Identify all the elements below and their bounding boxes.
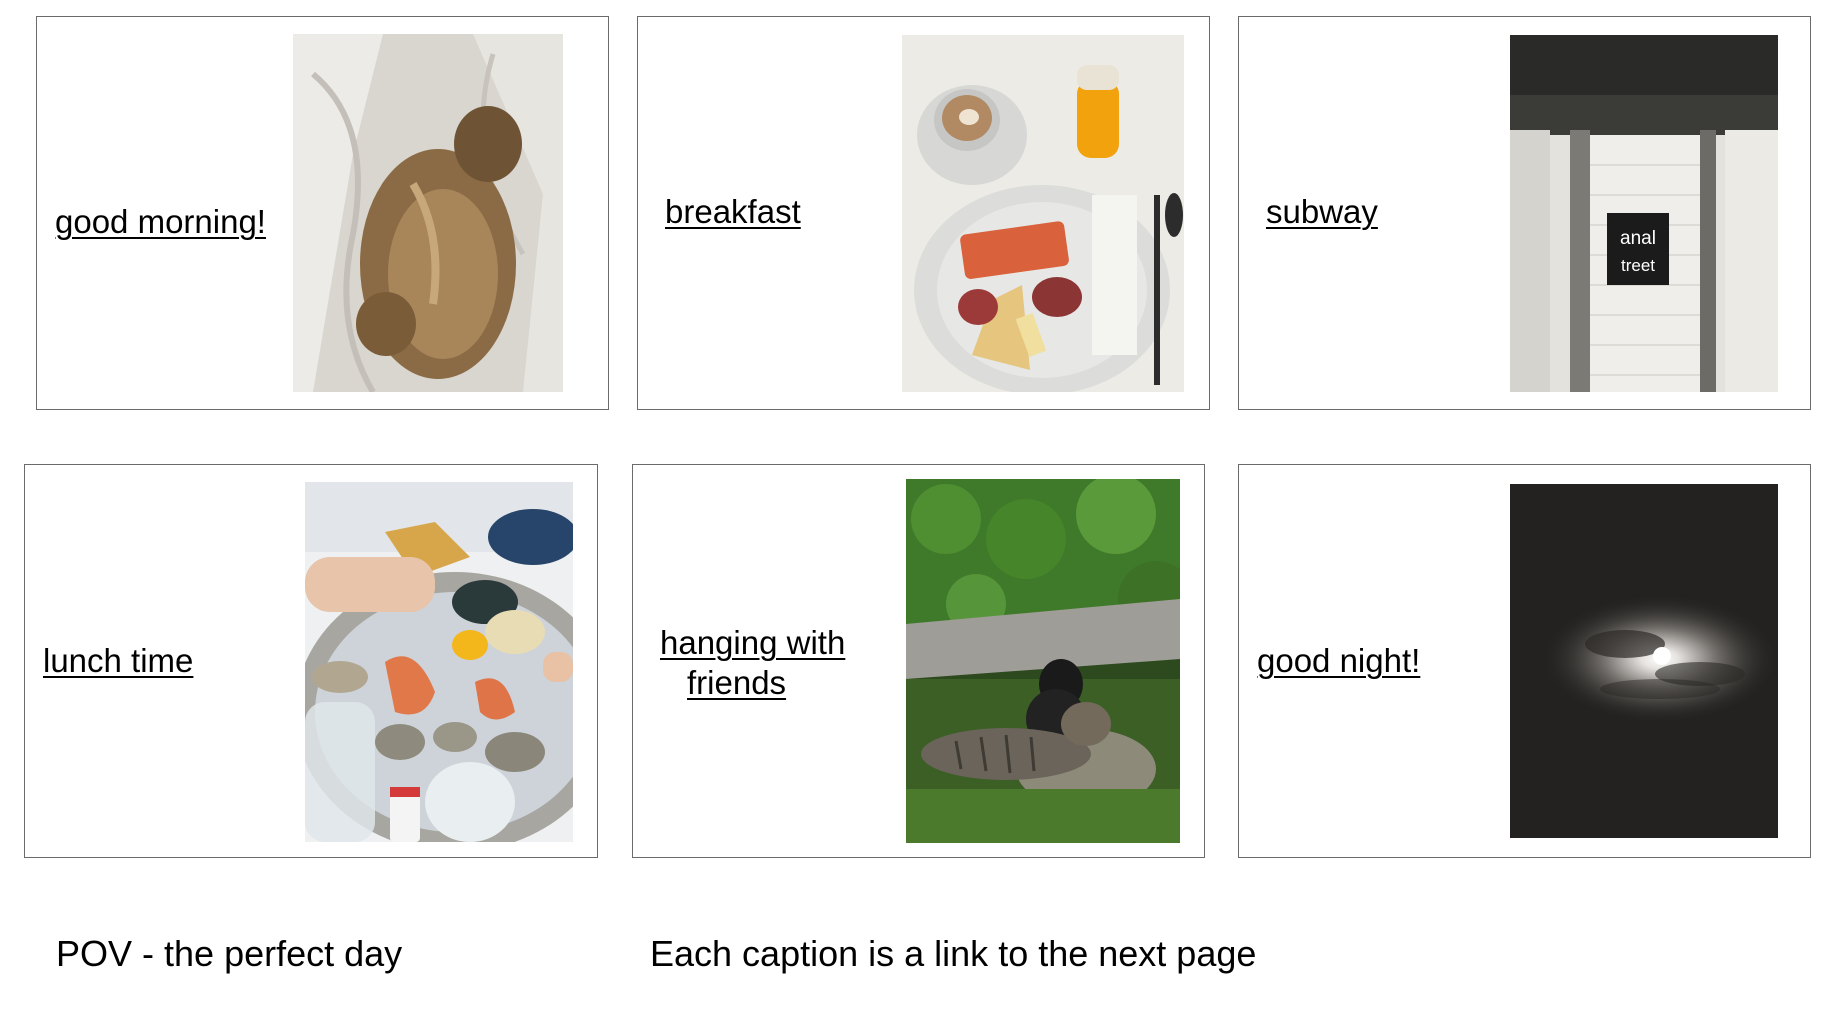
caption-link-hanging-with-friends[interactable]: hanging with friends — [660, 623, 845, 703]
page-title: POV - the perfect day — [56, 933, 403, 974]
subway-station-photo: anal treet — [1510, 35, 1778, 392]
card-good-night: good night! — [1238, 464, 1811, 858]
caption-line-2: friends — [687, 664, 787, 701]
caption-link-breakfast[interactable]: breakfast — [665, 193, 801, 230]
sign-text-line2: treet — [1621, 256, 1655, 275]
card-breakfast: breakfast — [637, 16, 1210, 410]
sleeping-dog-photo — [293, 34, 563, 392]
caption-link-lunch-time[interactable]: lunch time — [43, 642, 194, 679]
caption-link-good-morning[interactable]: good morning! — [55, 203, 266, 240]
card-lunch-time: lunch time — [24, 464, 598, 858]
caption-line-1: hanging with — [660, 624, 846, 661]
seafood-lunch-photo — [305, 482, 573, 842]
card-subway: subway anal treet — [1238, 16, 1811, 410]
sign-text-line1: anal — [1620, 228, 1656, 249]
card-hanging-with-friends: hanging with friends — [632, 464, 1205, 858]
night-moon-photo — [1510, 484, 1778, 838]
caption-link-good-night[interactable]: good night! — [1257, 642, 1421, 679]
cats-in-grass-photo — [906, 479, 1180, 843]
breakfast-plate-photo — [902, 35, 1184, 392]
card-good-morning: good morning! — [36, 16, 609, 410]
instruction-note: Each caption is a link to the next page — [650, 933, 1257, 974]
caption-link-subway[interactable]: subway — [1266, 193, 1378, 230]
